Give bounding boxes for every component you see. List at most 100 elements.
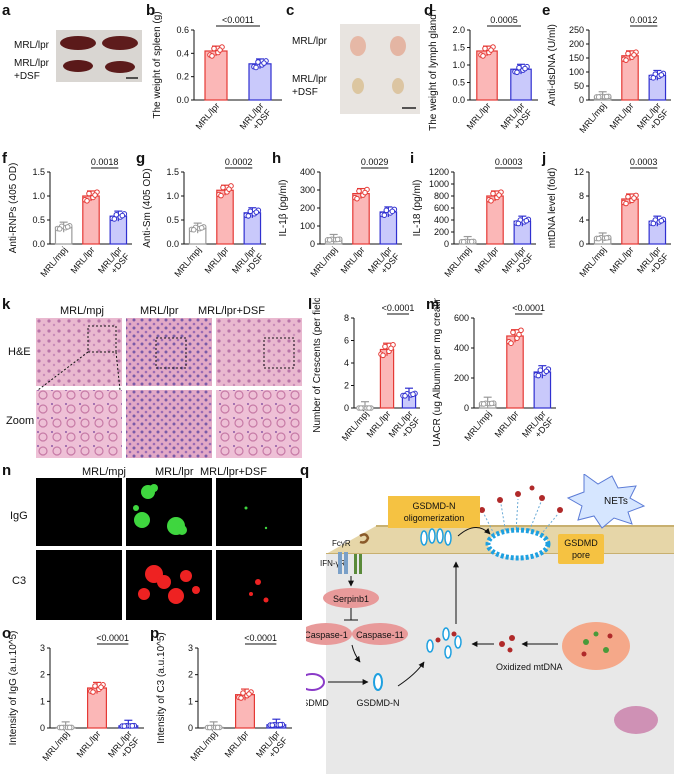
data-point xyxy=(66,724,73,731)
x-tick-label: MRL/lpr+DSF xyxy=(254,728,290,765)
data-point xyxy=(514,69,520,76)
y-tick-label: 12 xyxy=(574,167,584,177)
data-point xyxy=(334,236,341,243)
lymph-photo xyxy=(340,24,420,114)
x-tick-label: MRL/lpr+DSF xyxy=(238,100,274,137)
x-tick-label: MRL/mpj xyxy=(38,245,69,279)
gsdmdn-oligomerization-box xyxy=(388,496,480,528)
data-point xyxy=(238,695,244,701)
gsdmdn-shape xyxy=(373,673,383,691)
bar xyxy=(486,195,504,245)
data-point xyxy=(190,226,197,233)
histo-col-1: MRL/mpj xyxy=(60,305,105,317)
y-tick-label: 1.5 xyxy=(166,167,179,177)
y-tick-label: 50 xyxy=(574,81,584,91)
pathway-diagram: NETs GSDMD pore GSDMD-N oligomerization … xyxy=(306,474,674,774)
bar xyxy=(476,50,498,101)
y-tick-label: 4 xyxy=(579,215,584,225)
gsdmdn-olig-label-2: oligomerization xyxy=(404,513,465,523)
y-tick-label: 1 xyxy=(40,696,45,706)
y-tick-label: 0.6 xyxy=(176,25,189,35)
ifngr-label: IFN-γR xyxy=(320,559,346,568)
spleen-row1-label: MRL/lpr xyxy=(14,40,50,51)
y-tick-label: 0.0 xyxy=(452,95,465,105)
data-point xyxy=(220,184,226,191)
y-tick-label: 400 xyxy=(434,215,449,225)
x-tick-label: MRL/lpr xyxy=(465,101,493,132)
panel-letter-o: o xyxy=(2,625,12,642)
panel-letter-m: m xyxy=(426,296,440,313)
data-point xyxy=(488,198,494,204)
data-point xyxy=(269,722,276,728)
caspase-11-label: Caspase-11 xyxy=(356,630,404,640)
y-tick-label: 6 xyxy=(344,336,349,346)
bar xyxy=(379,348,395,409)
y-tick-label: 100 xyxy=(569,67,584,77)
bar xyxy=(248,63,272,101)
bar xyxy=(86,687,107,729)
il18-chart: 0 200 400 600 800 1000 1200 IL-18 (pg/ml) MRL/mp… xyxy=(412,157,536,281)
data-point xyxy=(623,57,629,63)
data-point xyxy=(129,723,136,729)
panel-letter-g: g xyxy=(136,150,146,167)
data-point xyxy=(595,94,602,100)
y-tick-label: 0 xyxy=(40,723,45,733)
y-tick-label: 0.4 xyxy=(176,48,189,58)
y-tick-label: 300 xyxy=(300,185,315,195)
y-axis-label: Anti-RNPs (405 OD) xyxy=(8,163,19,254)
y-tick-label: 8 xyxy=(344,313,349,323)
data-point xyxy=(356,188,362,194)
y-tick-label: 250 xyxy=(569,25,584,35)
gsdmd-pore-label-1: GSDMD xyxy=(564,538,598,548)
spleen-row2-label-dsf: +DSF xyxy=(14,71,40,82)
y-tick-label: 0.5 xyxy=(452,78,465,88)
data-point xyxy=(58,724,65,731)
nets-burst xyxy=(566,474,646,529)
data-point xyxy=(382,343,388,350)
data-point xyxy=(218,192,224,199)
y-tick-label: 3 xyxy=(40,643,45,653)
y-tick-label: 0 xyxy=(579,95,584,105)
bar xyxy=(204,50,228,101)
y-tick-label: 400 xyxy=(454,343,469,353)
y-tick-label: 3 xyxy=(188,643,193,653)
data-point xyxy=(658,217,665,224)
histology-grid xyxy=(36,318,302,458)
data-point xyxy=(402,393,408,399)
p-value-label: 0.0002 xyxy=(225,157,253,167)
y-axis-label: IL-1β (pg/ml) xyxy=(278,180,289,237)
x-tick-label: MRL/mpj xyxy=(577,101,608,135)
p-value-label: 0.0018 xyxy=(91,157,119,167)
panel-letter-i: i xyxy=(410,150,415,167)
data-point xyxy=(56,226,63,232)
bar xyxy=(506,335,524,409)
data-point xyxy=(410,391,416,398)
data-point xyxy=(326,237,333,243)
data-point xyxy=(496,192,502,198)
y-tick-label: 1000 xyxy=(429,179,449,189)
p-value-label: 0.0005 xyxy=(490,15,518,25)
y-axis-label: Anti-Sm (405 OD) xyxy=(142,168,153,247)
data-point xyxy=(488,47,494,53)
data-point xyxy=(510,329,516,336)
data-point xyxy=(515,220,522,227)
y-tick-label: 600 xyxy=(454,313,469,323)
y-axis-label: Anti-dsDNA (U/ml) xyxy=(547,24,558,106)
gsdmd-pore-box xyxy=(558,534,604,564)
lymph-weight-chart: 0.0 0.5 1.0 1.5 2.0 The weight of lymph gland… xyxy=(428,10,538,132)
x-tick-label: MRL/lpr+DSF xyxy=(500,244,536,281)
panel-letter-b: b xyxy=(146,2,156,19)
data-point xyxy=(623,200,629,207)
data-point xyxy=(460,239,467,245)
gsdmdn-label: GSDMD-N xyxy=(357,698,400,708)
y-axis-label: The weight of lymph gland (g) xyxy=(428,10,439,131)
data-point xyxy=(253,209,260,215)
y-tick-label: 2 xyxy=(344,381,349,391)
data-point xyxy=(381,212,388,218)
data-point xyxy=(240,690,246,696)
y-tick-label: 200 xyxy=(434,227,449,237)
data-point xyxy=(625,50,631,57)
serpinb1-node xyxy=(323,588,379,608)
